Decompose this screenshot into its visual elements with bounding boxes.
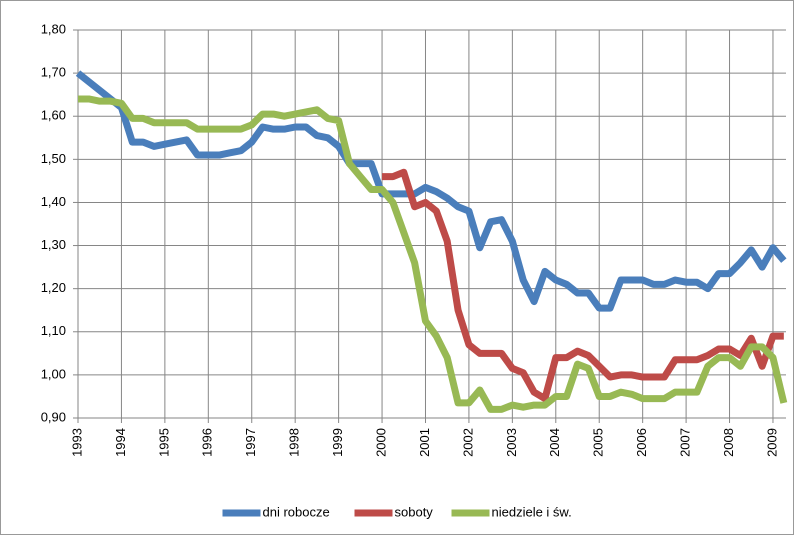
x-tick-label: 1994 <box>113 428 128 457</box>
x-tick-label: 2009 <box>764 428 779 457</box>
x-tick-label: 2001 <box>417 428 432 457</box>
x-tick-label: 1999 <box>330 428 345 457</box>
x-tick-label: 1997 <box>243 428 258 457</box>
y-tick-label: 1,80 <box>41 21 66 36</box>
x-tick-label: 2002 <box>460 428 475 457</box>
legend-label: dni robocze <box>263 504 330 519</box>
x-tick-label: 2000 <box>373 428 388 457</box>
y-tick-label: 1,00 <box>41 366 66 381</box>
x-tick-label: 1993 <box>69 428 84 457</box>
x-tick-label: 2006 <box>634 428 649 457</box>
y-tick-label: 1,60 <box>41 108 66 123</box>
x-tick-label: 1996 <box>200 428 215 457</box>
x-tick-label: 1995 <box>156 428 171 457</box>
x-tick-label: 2007 <box>678 428 693 457</box>
x-tick-label: 2008 <box>721 428 736 457</box>
x-tick-label: 2003 <box>504 428 519 457</box>
x-tick-label: 2005 <box>591 428 606 457</box>
y-tick-label: 1,30 <box>41 237 66 252</box>
series-line <box>75 70 787 312</box>
series-line <box>78 95 788 413</box>
x-tick-label: 2004 <box>547 428 562 457</box>
y-tick-label: 1,20 <box>41 280 66 295</box>
y-tick-label: 0,90 <box>41 409 66 424</box>
series-line <box>382 168 784 403</box>
y-tick-label: 1,70 <box>41 65 66 80</box>
y-tick-label: 1,10 <box>41 323 66 338</box>
y-tick-label: 1,50 <box>41 151 66 166</box>
legend-label: soboty <box>395 504 434 519</box>
legend-label: niedziele i św. <box>492 504 572 519</box>
x-tick-label: 1998 <box>287 428 302 457</box>
y-tick-label: 1,40 <box>41 194 66 209</box>
